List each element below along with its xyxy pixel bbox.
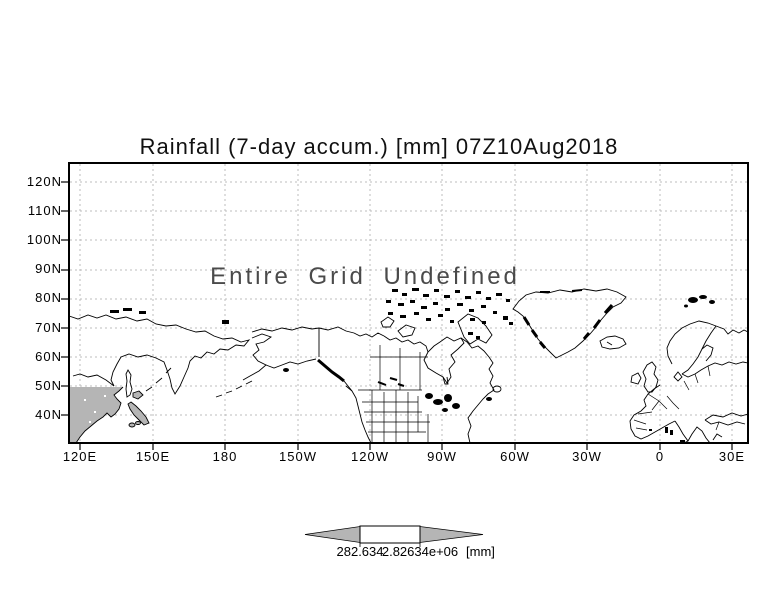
colorbar-box — [359, 525, 421, 544]
arctic-islands — [110, 308, 229, 324]
archipelago-speckles — [386, 288, 513, 339]
mediterranean-islands — [649, 427, 685, 442]
asia-land-fill — [70, 387, 123, 442]
colorbar-right-arrow — [419, 526, 484, 543]
asia-lakes — [84, 395, 106, 429]
svalbard — [684, 295, 715, 308]
lon-label-60w: 60W — [500, 449, 530, 464]
colorbar-min-label: 282.634 — [336, 544, 384, 559]
lon-label-30e: 30E — [718, 449, 746, 464]
lat-label-110n: 110N — [27, 203, 62, 218]
map-frame — [68, 162, 749, 444]
plot-title: Rainfall (7-day accum.) [mm] 07Z10Aug201… — [139, 134, 619, 159]
lat-label-120n: 120N — [26, 174, 62, 189]
lon-label-180: 180 — [212, 449, 238, 464]
colorbar-max-label: 2.82634e+06 — [381, 544, 459, 559]
coastlines — [70, 288, 747, 442]
axis-ticks — [61, 181, 733, 450]
colorbar-units-label: [mm] — [466, 544, 495, 559]
lon-label-120e: 120E — [62, 449, 98, 464]
lon-label-150e: 150E — [135, 449, 171, 464]
grid-lines — [70, 164, 747, 442]
lat-label-60n: 60N — [35, 349, 62, 364]
lat-label-80n: 80N — [35, 290, 62, 305]
lat-label-70n: 70N — [35, 320, 62, 335]
great-lakes — [425, 393, 460, 412]
grid-undefined-message: Entire Grid Undefined — [210, 263, 520, 290]
colorbar — [304, 525, 484, 547]
colorbar-left-arrow — [304, 526, 361, 543]
lon-label-30w: 30W — [572, 449, 602, 464]
lon-label-150w: 150W — [279, 449, 317, 464]
lat-label-40n: 40N — [35, 407, 62, 422]
lon-label-90w: 90W — [427, 449, 457, 464]
lat-label-100n: 100N — [26, 232, 62, 247]
europe-borders — [633, 365, 720, 431]
lon-label-120w: 120W — [351, 449, 389, 464]
state-borders — [358, 345, 430, 442]
lat-label-90n: 90N — [35, 261, 62, 276]
lon-label-0: 0 — [655, 449, 665, 464]
lat-label-50n: 50N — [35, 378, 62, 393]
